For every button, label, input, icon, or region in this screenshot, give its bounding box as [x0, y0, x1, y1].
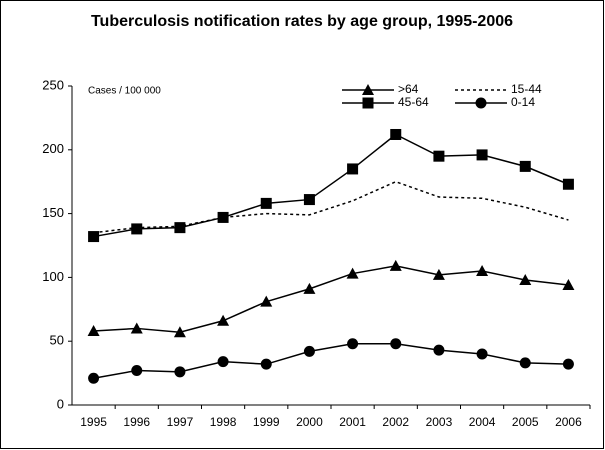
x-tick-label: 2003	[426, 415, 453, 429]
x-tick-label: 1999	[253, 415, 280, 429]
marker	[260, 295, 273, 307]
x-tick-label: 1995	[80, 415, 107, 429]
marker	[346, 267, 359, 279]
marker	[260, 197, 272, 209]
marker	[217, 356, 229, 368]
marker	[519, 273, 532, 285]
marker	[390, 338, 402, 350]
marker	[260, 358, 272, 370]
x-tick-label: 2006	[555, 415, 582, 429]
marker	[390, 128, 402, 140]
x-tick-label: 2000	[296, 415, 323, 429]
x-tick-label: 1997	[167, 415, 194, 429]
y-tick-label: 0	[57, 396, 64, 411]
marker	[476, 265, 489, 277]
marker	[433, 150, 445, 162]
x-tick-label: 2002	[382, 415, 409, 429]
marker	[303, 194, 315, 206]
marker	[347, 163, 359, 175]
marker	[476, 348, 488, 360]
marker	[519, 160, 531, 172]
y-tick-label: 200	[42, 141, 64, 156]
x-tick-label: 1996	[123, 415, 150, 429]
marker	[87, 324, 100, 336]
marker	[88, 372, 100, 384]
marker	[362, 97, 374, 109]
legend-label: 45-64	[398, 95, 429, 109]
y-axis-label: Cases / 100 000	[88, 86, 161, 97]
marker	[173, 326, 186, 338]
marker	[475, 97, 487, 109]
x-tick-label: 2004	[469, 415, 496, 429]
marker	[174, 366, 186, 378]
marker	[217, 314, 230, 326]
marker	[303, 282, 316, 294]
marker	[562, 279, 575, 291]
marker	[131, 223, 143, 235]
marker	[476, 149, 488, 161]
marker	[362, 84, 374, 95]
marker	[562, 178, 574, 190]
marker	[433, 344, 445, 356]
y-tick-label: 50	[50, 333, 64, 348]
marker	[130, 322, 143, 334]
series-line	[93, 180, 569, 234]
legend-label: >64	[398, 82, 419, 96]
y-tick-label: 250	[42, 77, 64, 92]
marker	[303, 345, 315, 357]
legend-label: 0-14	[511, 95, 535, 109]
x-tick-label: 2001	[339, 415, 366, 429]
marker	[347, 338, 359, 350]
legend-label: 15-44	[511, 82, 542, 96]
y-tick-label: 100	[42, 269, 64, 284]
marker	[562, 358, 574, 370]
marker	[389, 259, 402, 271]
x-tick-label: 2005	[512, 415, 539, 429]
marker	[519, 357, 531, 369]
y-tick-label: 150	[42, 205, 64, 220]
marker	[432, 268, 445, 280]
chart-title: Tuberculosis notification rates by age g…	[91, 13, 513, 30]
marker	[131, 365, 143, 377]
series-line	[93, 133, 569, 238]
x-tick-label: 1998	[210, 415, 237, 429]
series-line	[93, 343, 569, 379]
marker	[88, 231, 100, 243]
marker	[217, 211, 229, 223]
marker	[174, 222, 186, 234]
series-line	[93, 265, 569, 334]
